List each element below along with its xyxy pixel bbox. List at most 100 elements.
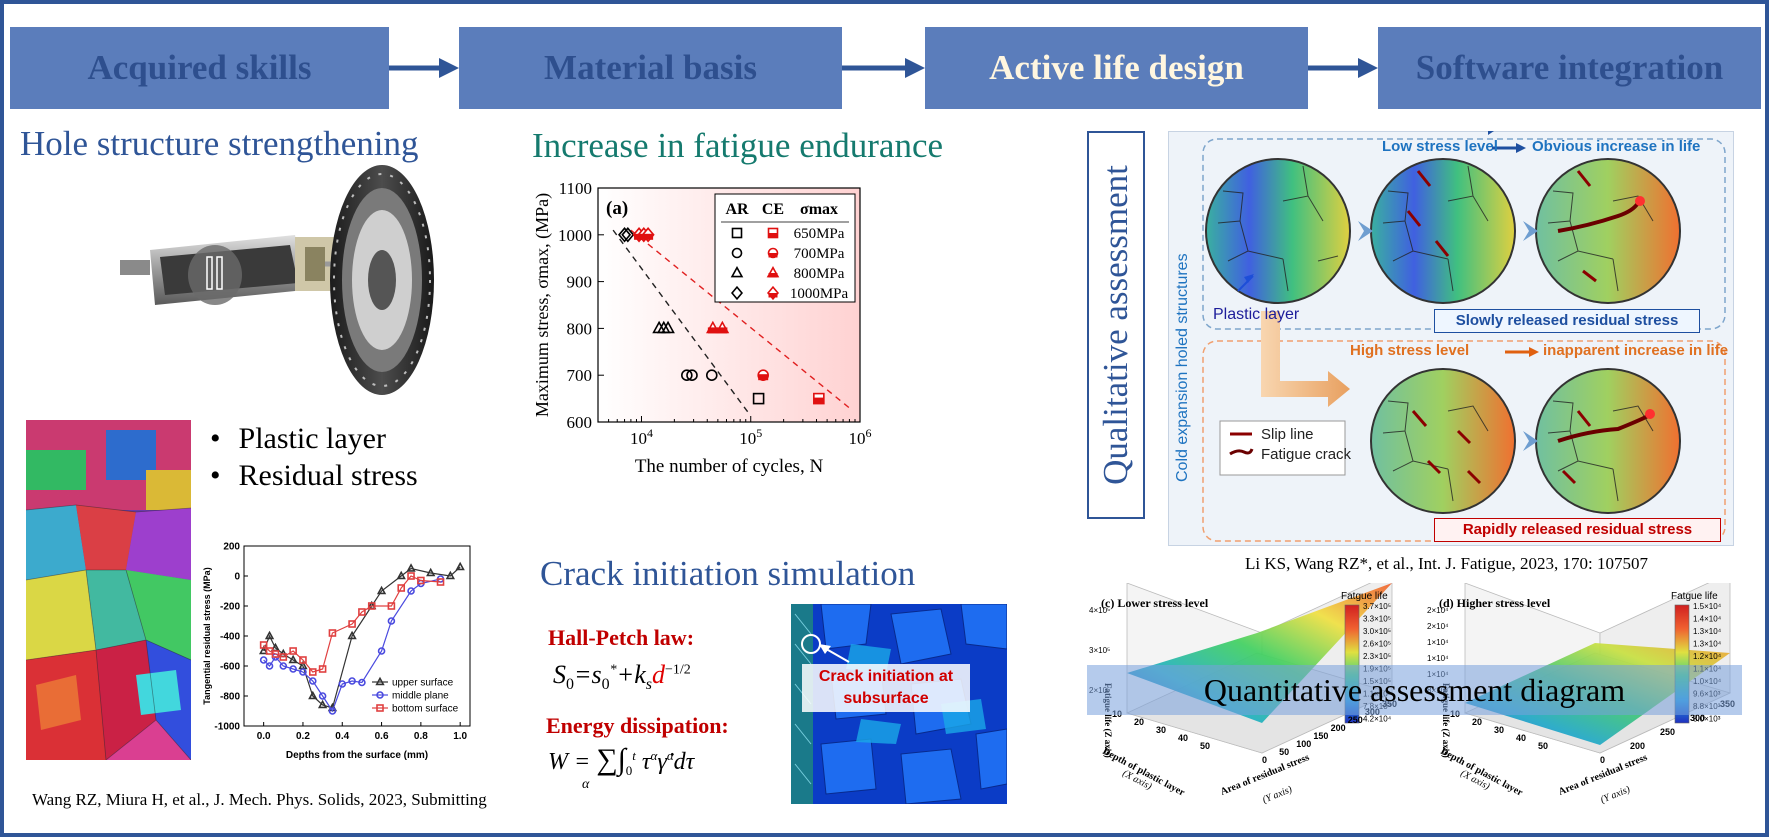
colorbar-tick: 1.5×10⁴	[1693, 602, 1722, 611]
left-citation: Wang RZ, Miura H, et al., J. Mech. Phys.…	[32, 790, 487, 809]
legend-label: 700MPa	[794, 246, 845, 262]
legend-label: 650MPa	[794, 226, 845, 242]
y-axis-label: Maximum stress, σmax, (MPa)	[532, 193, 553, 417]
fit-line	[630, 229, 853, 411]
data-point-fill	[758, 374, 769, 381]
legend-fatigue-crack: Fatigue crack	[1261, 446, 1352, 463]
arrow-right-icon	[1308, 58, 1378, 78]
data-point	[367, 602, 376, 610]
y-tick-label: 1000	[558, 226, 592, 245]
step-active-life-design: Active life design	[925, 27, 1308, 109]
z-tick: 2×10⁴	[1427, 622, 1449, 631]
low-stress-subtitle: Obvious increase in life	[1532, 138, 1701, 155]
y-axis-label: Tangential residual stress (MPa)	[202, 567, 212, 704]
y-tick-label: -800	[220, 692, 240, 703]
z-tick: 2×10⁴	[1427, 606, 1449, 615]
fit-line	[612, 229, 749, 414]
crack-initiation-label: Crack initiation at subsurface	[802, 664, 970, 712]
data-point	[259, 656, 268, 664]
qualitative-title-text: Qualitative assessment	[1096, 165, 1136, 485]
y-tick: 250	[1660, 727, 1675, 737]
vertical-structures-label: Cold expansion holed structures	[1174, 253, 1191, 482]
y-tick-label: 200	[223, 542, 240, 553]
data-point	[289, 665, 297, 673]
colorbar-tick: 1.3×10⁴	[1693, 640, 1722, 649]
data-point-fill	[813, 397, 824, 404]
colorbar-tick: 2.6×10⁵	[1363, 640, 1391, 649]
colorbar-tick: 4.2×10⁴	[1363, 715, 1392, 724]
x-tick-label: 1.0	[453, 731, 467, 742]
arrow-right-icon	[1492, 143, 1526, 153]
y-tick-label: 600	[567, 413, 593, 432]
hole-strengthening-title: Hole structure strengthening	[20, 124, 419, 163]
bullet-list: Plastic layer Residual stress	[210, 420, 418, 494]
data-point	[686, 369, 698, 381]
data-point	[289, 647, 297, 655]
arrow-right-icon	[842, 58, 925, 78]
data-point	[265, 662, 274, 670]
data-point	[348, 677, 356, 685]
data-point	[752, 392, 765, 405]
step-label: Material basis	[544, 48, 757, 87]
y-tick-label: -400	[220, 632, 240, 643]
data-point	[308, 668, 317, 676]
x-tick: 30	[1494, 725, 1504, 735]
legend-marker-fill	[768, 293, 778, 298]
data-point	[681, 369, 693, 381]
data-point	[299, 668, 307, 676]
data-point	[426, 567, 436, 577]
energy-formula: W = ∑∫0t ταγ̇αdτ	[548, 743, 695, 778]
data-point	[376, 585, 387, 595]
crack-simulation-title: Crack initiation simulation	[540, 554, 916, 593]
energy-dissipation-label: Energy dissipation:	[546, 713, 729, 738]
x-tick: 40	[1516, 733, 1526, 743]
data-point	[264, 630, 275, 640]
colorbar-title: Fatgue life	[1341, 591, 1388, 602]
panel-label: (d) Higher stress level	[1439, 596, 1551, 610]
step-software-integration: Software integration	[1378, 27, 1761, 109]
data-point	[445, 570, 456, 580]
colorbar-tick: 3.0×10⁵	[1363, 627, 1391, 636]
low-stress-title: Low stress level	[1382, 138, 1498, 155]
legend-marker-fill	[768, 273, 778, 278]
right-citation: Li KS, Wang RZ*, et al., Int. J. Fatigue…	[1245, 554, 1648, 573]
y-tick-label: -200	[220, 602, 240, 613]
data-point	[328, 707, 337, 715]
colorbar-tick: 3.3×10⁵	[1363, 615, 1391, 624]
y-tick-label: -600	[220, 662, 240, 673]
y-tick: 200	[1630, 741, 1645, 751]
legend-marker-ar	[731, 227, 743, 239]
data-point-fill	[717, 327, 728, 334]
x-tick-label: 105	[739, 426, 762, 448]
legend-label: upper surface	[392, 678, 454, 689]
step-label: Active life design	[989, 48, 1244, 87]
high-stress-title: High stress level	[1350, 342, 1470, 359]
data-point	[406, 563, 416, 572]
data-point	[299, 656, 307, 664]
step-label: Acquired skills	[87, 48, 312, 87]
data-point	[338, 680, 347, 688]
data-point	[705, 369, 718, 381]
data-point	[318, 665, 327, 673]
quantitative-banner: Quantitative assessment diagram	[1087, 665, 1742, 715]
legend-header: σmax	[800, 201, 838, 218]
data-point	[618, 227, 632, 243]
data-point	[396, 570, 406, 580]
qualitative-title: Qualitative assessment	[1087, 131, 1145, 519]
data-point	[407, 587, 415, 595]
legend-marker	[375, 676, 385, 686]
z-tick: 3×10⁵	[1089, 646, 1110, 655]
x-tick: 50	[1200, 741, 1210, 751]
legend-marker	[376, 691, 384, 699]
energy-formula-sub: α	[582, 777, 590, 792]
qualitative-mechanism-figure	[1202, 131, 1726, 542]
y-tick: 100	[1296, 739, 1311, 749]
x-tick-label: 104	[630, 426, 653, 448]
x-tick: 20	[1134, 717, 1144, 727]
y-tick: 50	[1279, 747, 1289, 757]
y-tick: 200	[1331, 723, 1346, 733]
fatigue-sn-chart: 600 700 800 900 1000 1100 104 105 106 The number …	[532, 179, 872, 477]
y-axis-sublabel: (Y axis)	[1599, 784, 1632, 806]
data-point	[661, 320, 675, 334]
